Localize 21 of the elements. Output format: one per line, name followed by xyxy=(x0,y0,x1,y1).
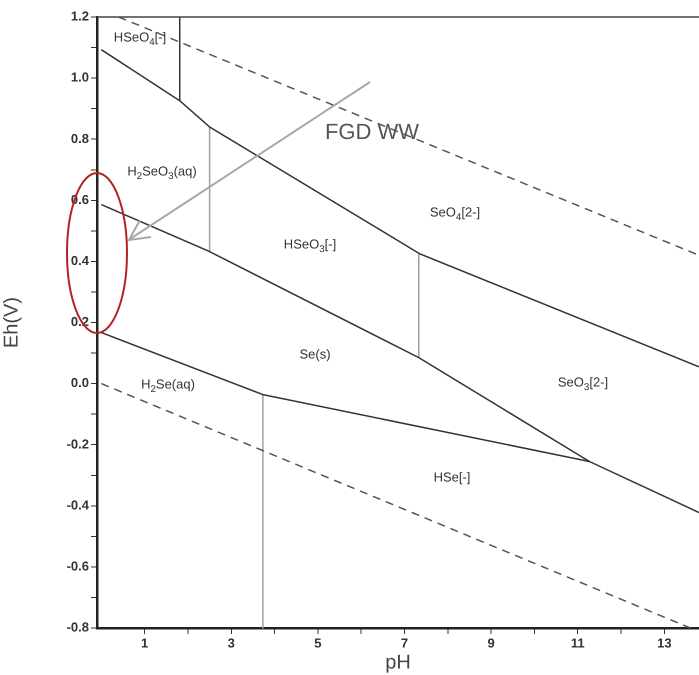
x-tick-label: 3 xyxy=(228,635,235,650)
y-tick-label: -0.6 xyxy=(66,558,89,574)
x-tick-label: 1 xyxy=(141,635,148,650)
y-axis-title: Eh(V) xyxy=(0,296,23,348)
y-tick-label: 0.0 xyxy=(70,375,89,390)
x-axis-title: pH xyxy=(385,652,411,674)
y-tick-label: 0.4 xyxy=(70,252,90,268)
x-tick-label: 13 xyxy=(657,635,672,650)
annotation: FGD WW xyxy=(324,119,420,144)
x-tick-label: 7 xyxy=(400,635,408,650)
y-tick-label: -0.4 xyxy=(66,497,90,512)
y-tick-label: 1.2 xyxy=(70,8,89,24)
y-tick-label: 1.0 xyxy=(70,70,89,85)
x-tick-label: 5 xyxy=(314,635,322,650)
x-tick-label: 11 xyxy=(570,635,585,650)
annotation: Se(s) xyxy=(299,346,331,362)
y-tick-label: -0.2 xyxy=(66,436,89,452)
y-tick-label: 0.8 xyxy=(70,130,89,146)
y-tick-label: -0.8 xyxy=(66,620,89,635)
x-tick-label: 9 xyxy=(488,635,495,650)
annotation: HSe[-] xyxy=(434,470,470,485)
